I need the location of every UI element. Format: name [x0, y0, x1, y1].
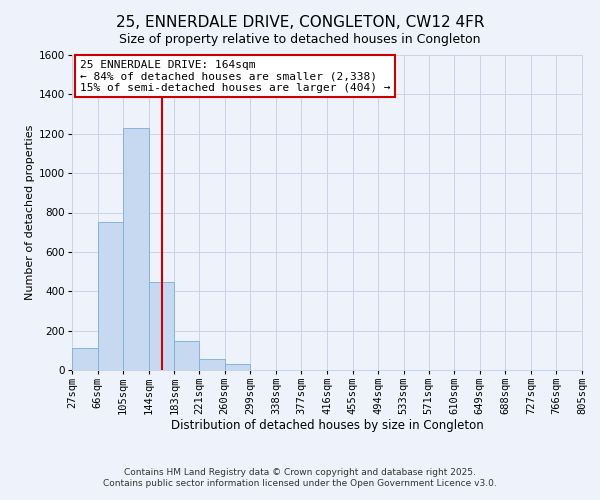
Bar — [149, 282, 174, 370]
Bar — [199, 359, 225, 370]
Text: Size of property relative to detached houses in Congleton: Size of property relative to detached ho… — [119, 32, 481, 46]
Bar — [98, 222, 123, 370]
Bar — [123, 128, 149, 370]
Text: 25, ENNERDALE DRIVE, CONGLETON, CW12 4FR: 25, ENNERDALE DRIVE, CONGLETON, CW12 4FR — [116, 15, 484, 30]
Bar — [72, 348, 98, 370]
X-axis label: Distribution of detached houses by size in Congleton: Distribution of detached houses by size … — [170, 418, 484, 432]
Text: Contains HM Land Registry data © Crown copyright and database right 2025.
Contai: Contains HM Land Registry data © Crown c… — [103, 468, 497, 487]
Text: 25 ENNERDALE DRIVE: 164sqm
← 84% of detached houses are smaller (2,338)
15% of s: 25 ENNERDALE DRIVE: 164sqm ← 84% of deta… — [80, 60, 390, 93]
Bar — [174, 341, 199, 370]
Y-axis label: Number of detached properties: Number of detached properties — [25, 125, 35, 300]
Bar — [225, 364, 250, 370]
